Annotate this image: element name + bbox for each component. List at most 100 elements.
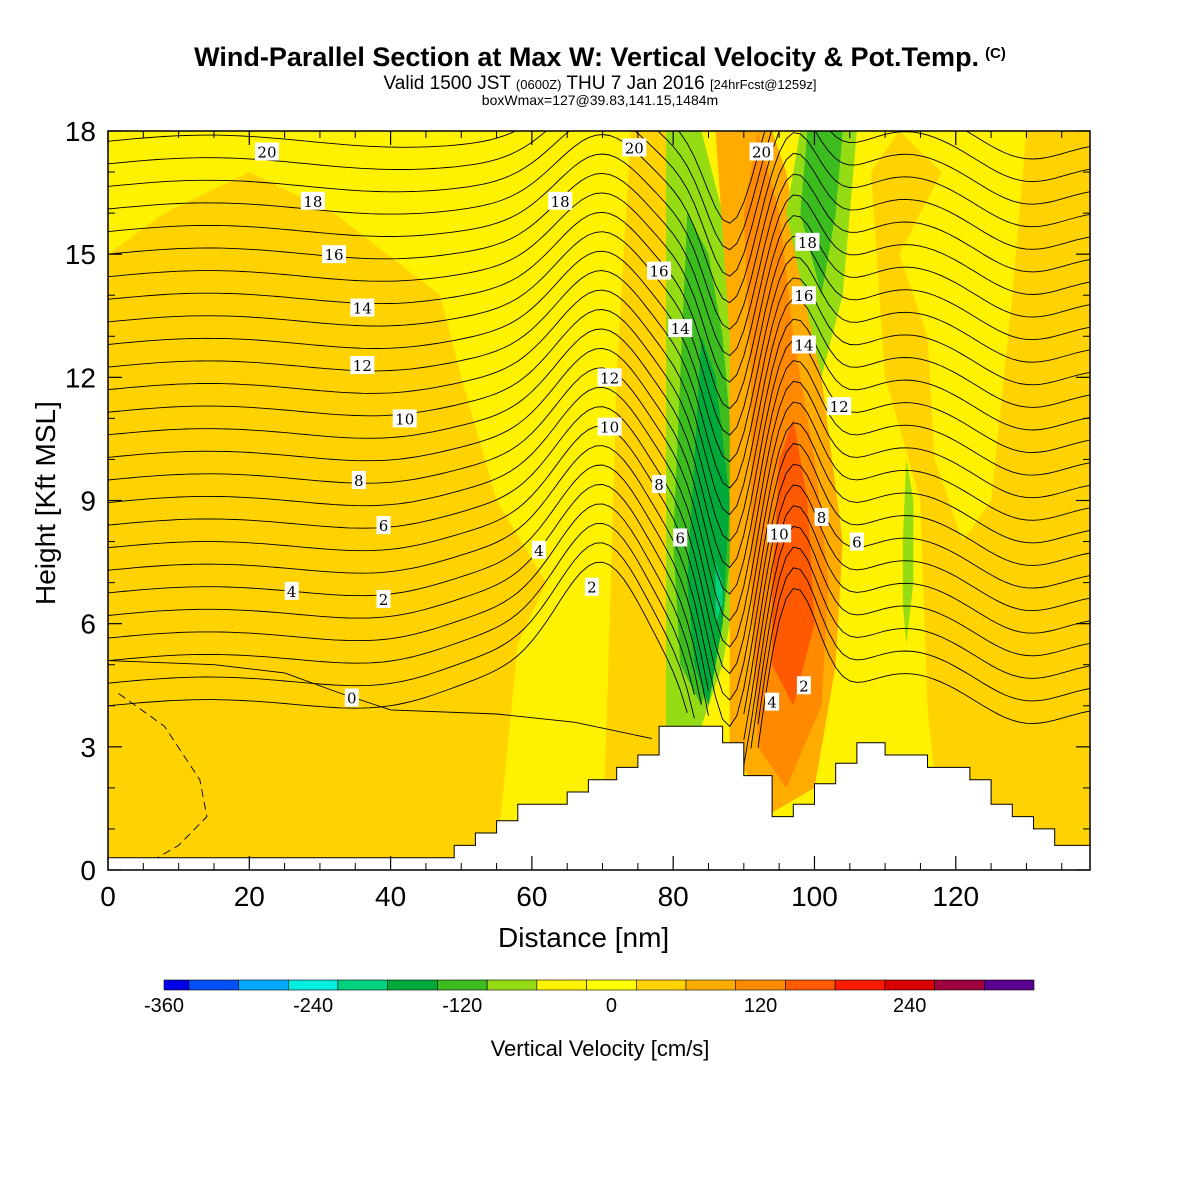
y-tick-label-5: 15 (65, 239, 96, 270)
theta-contours (108, 131, 1090, 863)
colorbar-bin-0 (163, 979, 190, 991)
contour-label-bg (791, 286, 816, 305)
y-tick-label-2: 6 (80, 609, 96, 640)
valid-time: Valid 1500 JST (383, 73, 511, 94)
contour-label-9: 18 (300, 191, 325, 211)
colorbar-bin-8 (536, 979, 587, 991)
contour-label-15: 10 (597, 417, 622, 437)
contour-label-10: 20 (254, 142, 279, 162)
contour-label-7: 14 (350, 298, 375, 318)
contour-label-bg (765, 692, 780, 711)
contour-label-13: 6 (673, 528, 688, 547)
contour-label-3: 6 (376, 516, 391, 535)
colorbar-bin-7 (486, 979, 538, 991)
contour-label-bg (548, 191, 573, 210)
colorbar-bin-17 (983, 979, 1035, 991)
colorbar-bin-3 (287, 979, 339, 991)
theta-line-23 (108, 131, 1090, 277)
colorbar-tick-label-0: -360 (144, 995, 184, 1017)
colorbar-bin-14 (834, 979, 886, 991)
theta-line-24 (108, 131, 1090, 251)
contour-label-22: 18 (795, 232, 820, 252)
contour-label-23: 16 (791, 286, 816, 305)
colorbar-bin-1 (188, 979, 239, 991)
theta-line-11 (108, 347, 1090, 595)
contour-label-0: 0 (344, 688, 359, 708)
velocity-region-5 (687, 336, 730, 706)
contour-label-12: 4 (531, 540, 546, 560)
colorbar-bin-9 (586, 979, 637, 991)
theta-line-3 (108, 503, 1090, 766)
theta-line-25 (108, 131, 1090, 224)
contour-label-text: 4 (287, 583, 297, 601)
contour-label-text: 16 (325, 246, 344, 264)
contour-label-bg (376, 516, 391, 535)
contour-label-bg (597, 417, 622, 436)
contour-label-text: 12 (353, 357, 372, 375)
theta-line-9 (108, 386, 1090, 648)
velocity-region-11 (800, 131, 843, 296)
theta-line-20 (108, 172, 1090, 357)
theta-line-18 (108, 211, 1090, 410)
valid-utc: (0600Z) (515, 77, 562, 92)
contour-label-text: 4 (534, 542, 544, 560)
contour-label-text: 6 (852, 534, 862, 552)
contour-label-bg (350, 298, 375, 317)
colorbar-bin-5 (387, 979, 438, 991)
contour-label-bg (344, 688, 359, 707)
contour-label-bg (531, 540, 546, 559)
colorbar-bin-2 (238, 979, 289, 991)
contour-label-bg (767, 524, 792, 543)
contour-label-21: 20 (749, 142, 774, 162)
theta-line-8 (108, 406, 1090, 675)
theta-line-5 (108, 464, 1090, 715)
colorbar: -360 -240 -120 0 120 240 (144, 979, 1035, 1017)
x-axis-title: Distance [nm] (498, 922, 670, 953)
contour-label-bg (254, 142, 279, 161)
velocity-region-12 (902, 459, 914, 645)
contour-label-bg (827, 397, 852, 416)
contour-label-text: 20 (257, 144, 276, 162)
contour-label-bg (300, 191, 325, 210)
contour-label-text: 12 (600, 369, 619, 387)
contour-label-bg (392, 409, 417, 428)
y-tick-label-3: 9 (80, 486, 96, 517)
contour-label-bg (647, 261, 672, 280)
contour-label-text: 18 (551, 193, 570, 211)
contour-label-text: 4 (767, 694, 777, 712)
colorbar-bin-12 (735, 979, 786, 991)
contour-label-text: 16 (650, 263, 669, 281)
contour-label-text: 8 (817, 509, 827, 527)
contour-label-25: 12 (827, 397, 852, 416)
theta-line-16 (108, 250, 1090, 463)
contour-label-text: 20 (752, 144, 771, 162)
contour-label-18: 16 (647, 261, 672, 281)
contour-label-28: 6 (849, 532, 864, 552)
y-tick-label-0: 0 (80, 855, 96, 886)
colorbar-tick-label-5: 240 (893, 995, 926, 1017)
contour-label-20: 20 (622, 138, 647, 157)
theta-line-10 (108, 367, 1090, 622)
colorbar-tick-label-2: -120 (442, 995, 482, 1017)
velocity-region-6 (715, 562, 723, 624)
y-tick-label-1: 3 (80, 732, 96, 763)
x-tick-label-1: 20 (234, 881, 265, 912)
chart-subtitle: Valid 1500 JST (0600Z) THU 7 Jan 2016 [2… (0, 73, 1200, 95)
contour-label-8: 16 (322, 245, 347, 264)
colorbar-bin-11 (685, 979, 737, 991)
contour-label-text: 8 (354, 472, 364, 490)
contour-label-bg (350, 356, 375, 375)
colorbar-tick-label-1: -240 (293, 995, 333, 1017)
x-tick-label-5: 100 (791, 881, 838, 912)
contour-label-bg (351, 470, 366, 489)
box-info: boxWmax=127@39.83,141.15,1484m (481, 92, 719, 108)
contour-label-bg (795, 232, 820, 251)
contour-label-text: 6 (379, 517, 389, 535)
theta-line-22 (108, 132, 1090, 304)
contour-label-19: 18 (548, 191, 573, 211)
contour-label-text: 18 (303, 193, 322, 211)
contour-label-bg (597, 368, 622, 387)
velocity-region-9 (772, 418, 815, 706)
colorbar-title: Vertical Velocity [cm/s] (490, 1036, 710, 1061)
